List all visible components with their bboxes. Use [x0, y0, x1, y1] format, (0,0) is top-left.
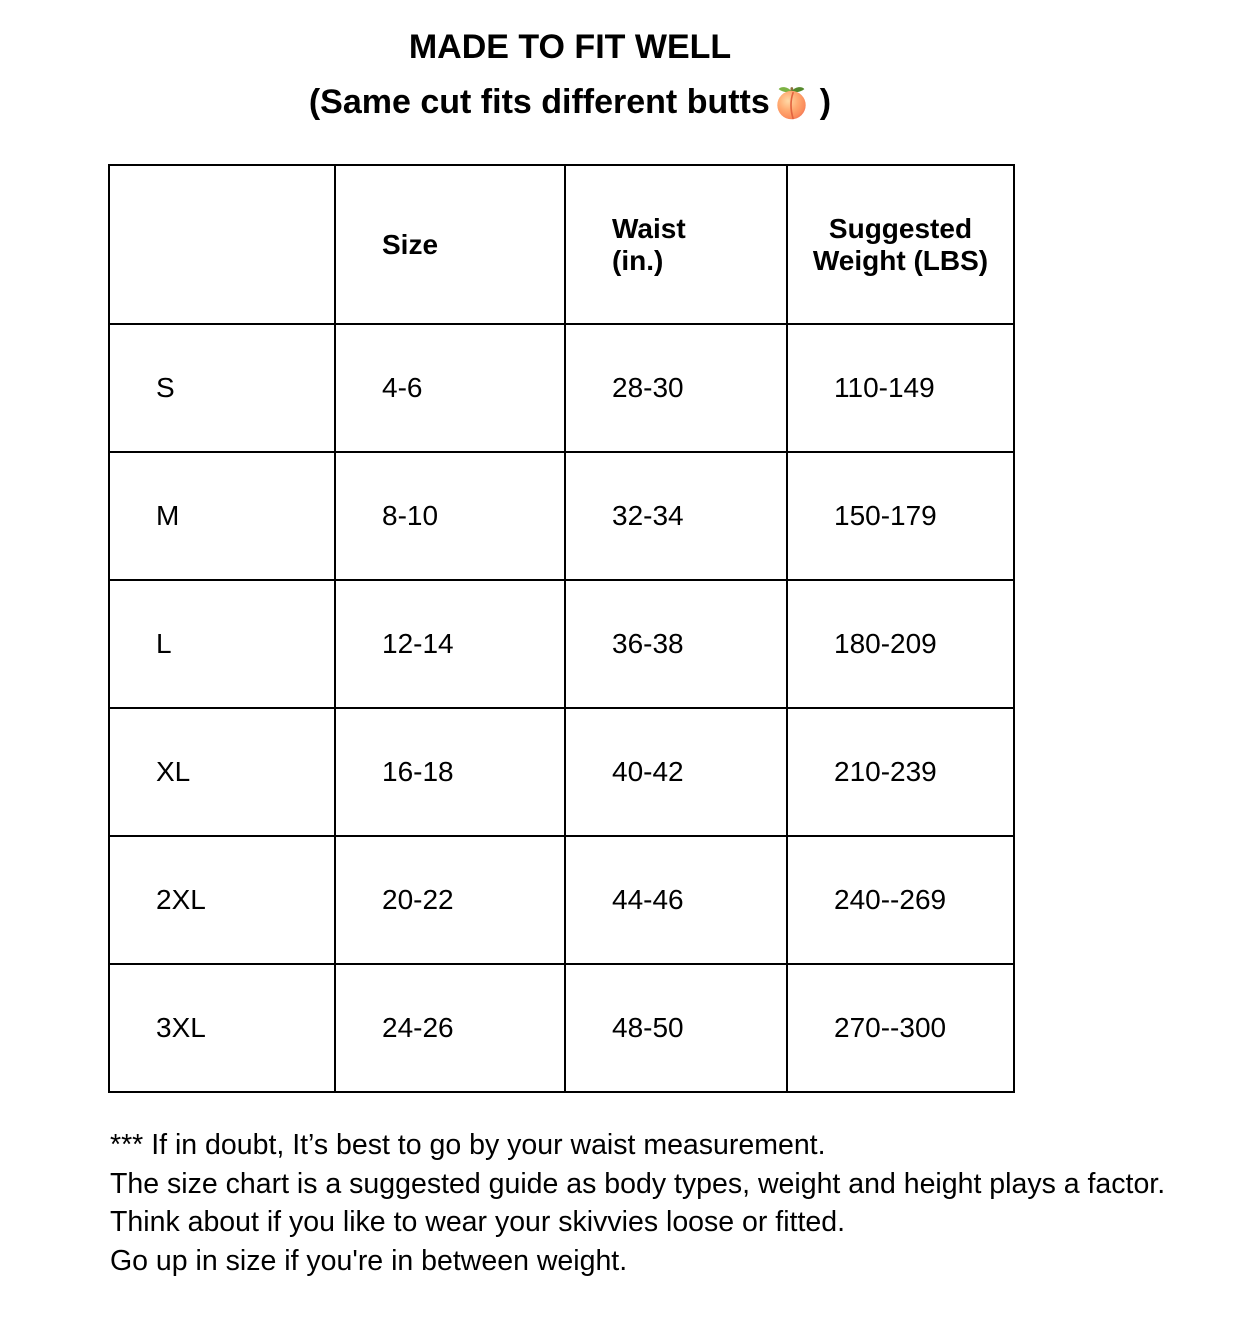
waist-cell: 32-34: [564, 451, 788, 581]
size-cell: 4-6: [334, 323, 566, 453]
page-subtitle: (Same cut fits different butts ): [108, 75, 1032, 130]
title-block: MADE TO FIT WELL (Same cut fits differen…: [108, 20, 1032, 130]
size-cell: 24-26: [334, 963, 566, 1093]
row-label: 3XL: [108, 963, 336, 1093]
header-cell-waist: Waist (in.): [564, 164, 788, 325]
weight-cell: 150-179: [786, 451, 1015, 581]
note-line: Go up in size if you're in between weigh…: [110, 1244, 628, 1277]
header-cell-blank: [108, 164, 336, 325]
subtitle-suffix: ): [819, 83, 832, 121]
size-cell: 12-14: [334, 579, 566, 709]
weight-cell: 270--300: [786, 963, 1015, 1093]
waist-cell: 44-46: [564, 835, 788, 965]
size-cell: 16-18: [334, 707, 566, 837]
row-label: M: [108, 451, 336, 581]
waist-cell: 28-30: [564, 323, 788, 453]
row-label: L: [108, 579, 336, 709]
header-cell-size: Size: [334, 164, 566, 325]
waist-cell: 48-50: [564, 963, 788, 1093]
subtitle-prefix: (Same cut fits different butts: [308, 83, 770, 121]
header-row: Size Waist (in.) Suggested Weight (LBS): [108, 164, 1015, 325]
size-chart-table: Size Waist (in.) Suggested Weight (LBS) …: [108, 164, 1015, 1093]
weight-cell: 110-149: [786, 323, 1015, 453]
weight-cell: 180-209: [786, 579, 1015, 709]
note-line: Think about if you like to wear your ski…: [110, 1206, 846, 1238]
header-cell-weight: Suggested Weight (LBS): [786, 164, 1015, 325]
waist-cell: 36-38: [564, 579, 788, 709]
row-label: 2XL: [108, 835, 336, 965]
page-title: MADE TO FIT WELL: [408, 28, 732, 66]
weight-cell: 210-239: [786, 707, 1015, 837]
row-label: XL: [108, 707, 336, 837]
weight-cell: 240--269: [786, 835, 1015, 965]
table-row: S 4-6 28-30 110-149: [108, 323, 1015, 453]
waist-cell: 40-42: [564, 707, 788, 837]
note-line: *** If in doubt, It’s best to go by your…: [110, 1129, 826, 1161]
note-line: The size chart is a suggested guide as b…: [110, 1167, 1166, 1200]
table-row: L 12-14 36-38 180-209: [108, 579, 1015, 709]
table-row: M 8-10 32-34 150-179: [108, 451, 1015, 581]
table-row: XL 16-18 40-42 210-239: [108, 707, 1015, 837]
size-cell: 8-10: [334, 451, 566, 581]
peach-icon: [773, 82, 810, 120]
footer-notes: *** If in doubt, It’s best to go by your…: [110, 1126, 1220, 1280]
row-label: S: [108, 323, 336, 453]
size-cell: 20-22: [334, 835, 566, 965]
table-row: 3XL 24-26 48-50 270--300: [108, 963, 1015, 1093]
table-row: 2XL 20-22 44-46 240--269: [108, 835, 1015, 965]
